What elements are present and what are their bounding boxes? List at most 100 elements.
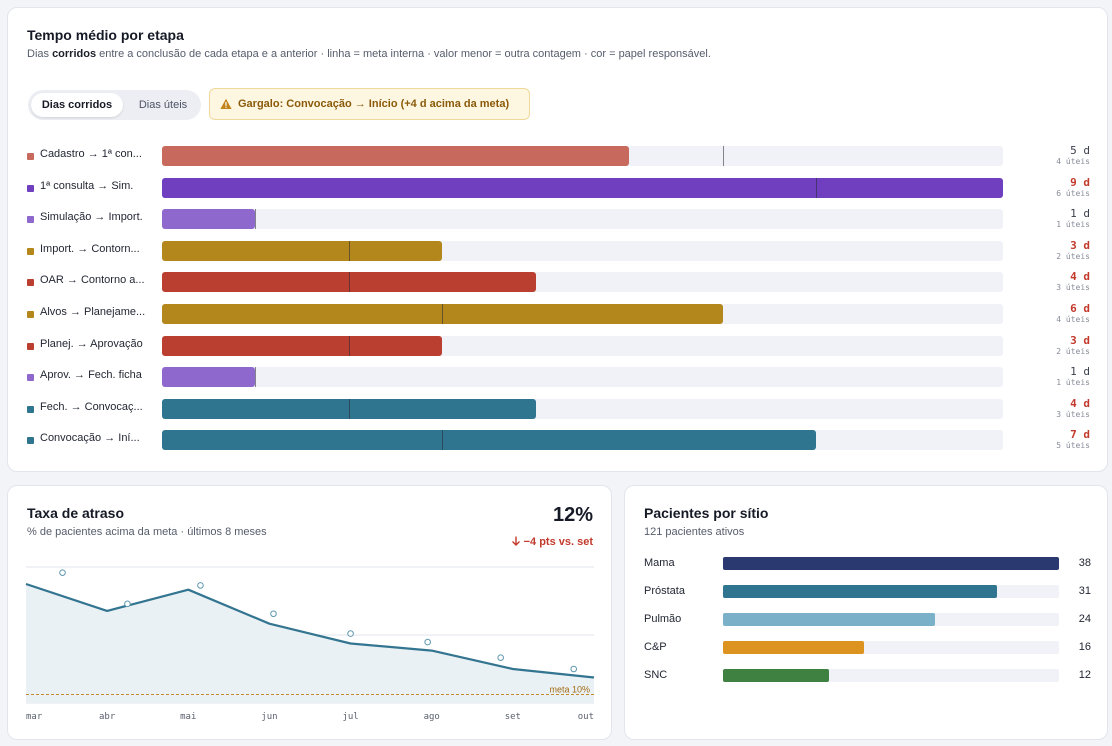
site-label: Próstata (644, 585, 685, 597)
site-value: 24 (1078, 613, 1091, 625)
data-point (424, 638, 431, 646)
sites-card-subtitle: 121 pacientes ativos (644, 526, 745, 538)
x-tick-label: mai (180, 712, 196, 722)
stage-bar (162, 177, 1003, 198)
stage-uteis-value: 5 úteis (1056, 441, 1090, 451)
data-point (570, 665, 578, 673)
subtitle-pre: Dias (27, 48, 53, 60)
site-bar-track (723, 557, 1059, 570)
site-bar (723, 613, 935, 626)
stage-bar-track (162, 177, 1003, 198)
toggle-dias-uteis[interactable]: Dias úteis (138, 99, 188, 111)
stage-card-subtitle: Dias corridos entre a conclusão de cada … (27, 48, 711, 60)
role-color-dot (27, 374, 34, 382)
stage-bar-track (162, 209, 1003, 230)
toggle-dias-corridos[interactable]: Dias corridos (31, 93, 123, 117)
role-color-dot (27, 437, 34, 445)
stage-card-title: Tempo médio por etapa (27, 27, 184, 43)
site-label: Pulmão (644, 613, 682, 625)
stage-bar-track (162, 398, 1003, 419)
delay-delta-text: −4 pts vs. set (523, 536, 593, 548)
stage-days-value: 7 d (1070, 428, 1090, 442)
site-label: Mama (644, 557, 675, 569)
site-label: SNC (644, 669, 668, 681)
site-value: 38 (1078, 557, 1091, 569)
site-value: 31 (1078, 585, 1091, 597)
data-point (59, 569, 66, 576)
stage-days-value: 4 d (1070, 270, 1090, 284)
stage-meta-line (442, 304, 443, 324)
site-value: 12 (1078, 669, 1091, 681)
site-bar-track (723, 669, 1059, 682)
patients-by-site-card: Pacientes por sítio 121 pacientes ativos… (624, 485, 1108, 740)
role-color-dot (27, 311, 34, 318)
site-row: Mama 38 (625, 554, 1109, 574)
stage-label: Fech. → Convocaç... (40, 400, 143, 413)
warning-triangle-icon (220, 98, 232, 109)
stage-days-value: 1 d (1070, 365, 1090, 379)
stage-bar (162, 430, 816, 451)
target-label: meta 10% (549, 685, 590, 695)
x-tick-label: jul (342, 712, 358, 722)
stage-days-value: 3 d (1070, 238, 1090, 252)
x-tick-label: mar (26, 712, 43, 722)
site-bar (723, 585, 997, 598)
stage-label: Planej. → Aprovação (40, 337, 143, 350)
stage-uteis-value: 2 úteis (1056, 346, 1090, 356)
site-bar (723, 641, 864, 654)
stage-bar-track (162, 430, 1003, 451)
stage-label: Simulação → Import. (40, 211, 143, 224)
stage-label: Cadastro → 1ª con... (40, 148, 142, 160)
x-tick-label: out (578, 712, 594, 722)
stage-label: Convocação → Iní... (40, 432, 140, 445)
stage-meta-line (255, 367, 256, 388)
role-color-dot (27, 342, 34, 350)
site-label: C&P (644, 641, 667, 653)
stage-meta-line (349, 335, 350, 356)
subtitle-post: entre a conclusão de cada etapa e a ante… (96, 48, 711, 60)
data-point (124, 600, 131, 608)
stage-meta-line (723, 146, 724, 166)
stage-label: Alvos → Planejame... (40, 306, 146, 318)
stage-bar (162, 367, 255, 388)
site-bar (723, 669, 829, 682)
stage-label: OAR → Contorno a... (40, 274, 145, 287)
stage-uteis-value: 3 úteis (1056, 409, 1090, 419)
stage-meta-line (255, 209, 256, 230)
site-value: 16 (1078, 641, 1091, 653)
role-color-dot (27, 279, 34, 287)
site-row: Próstata 31 (625, 582, 1109, 602)
role-color-dot (27, 405, 34, 413)
delay-card-subtitle: % de pacientes acima da meta · últimos 8… (27, 526, 267, 538)
site-row: C&P 16 (625, 638, 1109, 658)
delay-line-chart: meta 10% mar abr mai jun jul ago set out (25, 566, 595, 722)
data-point (347, 630, 354, 637)
delay-card-title: Taxa de atraso (27, 505, 125, 521)
stage-days-value: 1 d (1070, 207, 1090, 221)
stage-days-value: 5 d (1070, 144, 1090, 157)
stage-meta-line (349, 240, 350, 261)
delay-rate-card: Taxa de atraso % de pacientes acima da m… (7, 485, 612, 740)
stage-bar-track (162, 272, 1003, 293)
stage-days-value: 3 d (1070, 333, 1090, 347)
stage-uteis-value: 1 úteis (1056, 220, 1090, 230)
stage-days-value: 4 d (1070, 396, 1090, 410)
data-point (270, 610, 277, 618)
stage-uteis-value: 4 úteis (1056, 157, 1090, 166)
stage-uteis-value: 2 úteis (1056, 251, 1090, 261)
stage-meta-line (442, 430, 443, 451)
x-tick-label: ago (424, 712, 440, 722)
stage-days-value: 9 d (1070, 175, 1090, 189)
site-row: SNC 12 (625, 666, 1109, 686)
stage-bar-track (162, 240, 1003, 261)
x-tick-label: set (505, 712, 521, 722)
stage-bar (162, 335, 442, 356)
delay-rate-value: 12% (552, 504, 593, 526)
